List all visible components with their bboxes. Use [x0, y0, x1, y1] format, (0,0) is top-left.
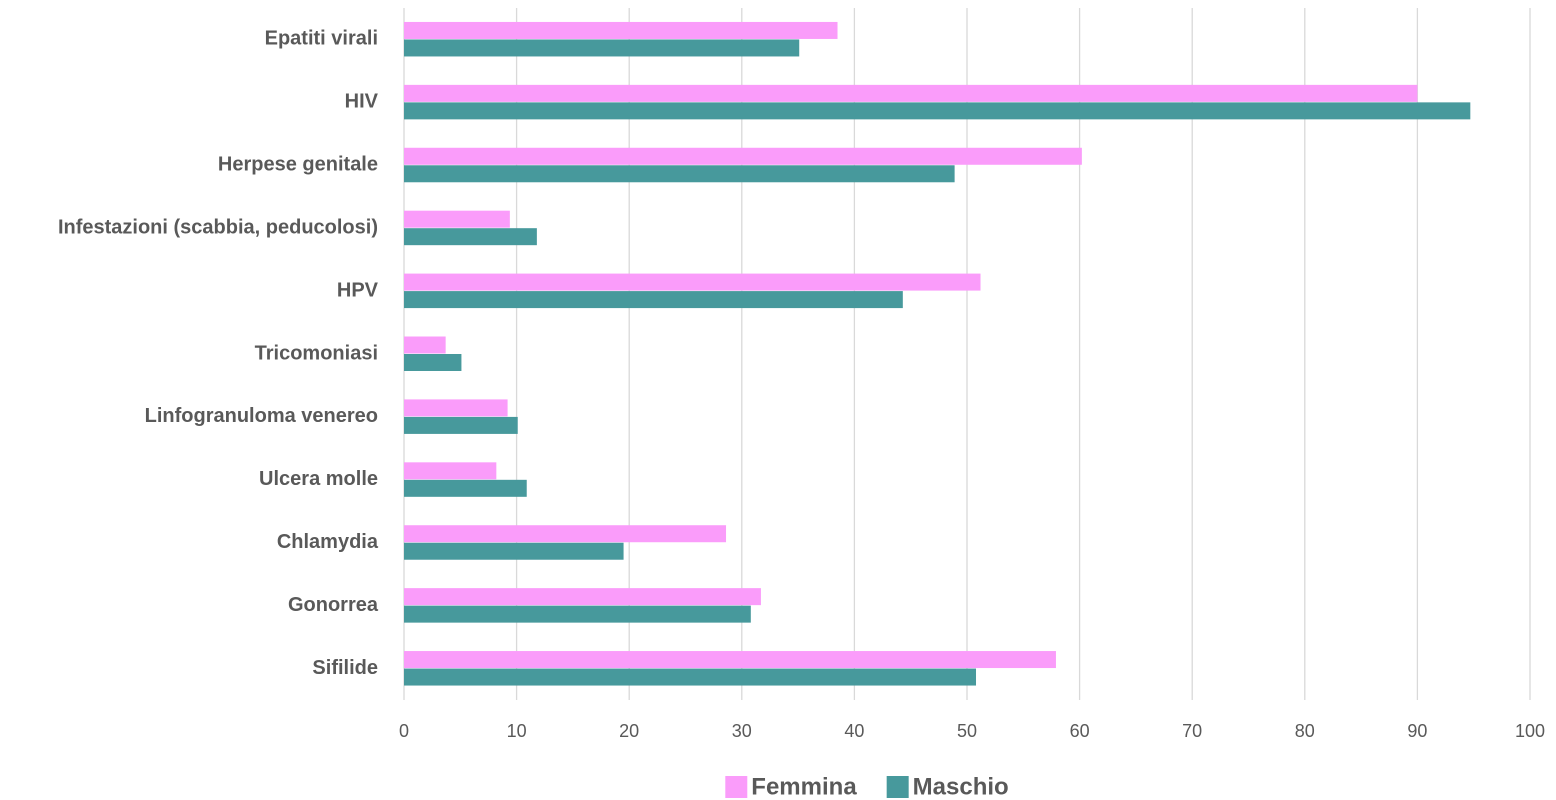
bar: [404, 165, 955, 183]
bar: [404, 605, 751, 623]
y-tick-label: Herpese genitale: [218, 154, 378, 176]
bar: [404, 147, 1082, 165]
y-tick-label: Tricomoniasi: [255, 342, 378, 364]
bar: [404, 102, 1471, 120]
bar: [404, 479, 527, 497]
legend-label: Maschio: [913, 773, 1009, 800]
y-tick-label: Ulcera molle: [259, 468, 378, 490]
bar: [404, 21, 838, 39]
x-tick-label: 0: [399, 721, 409, 741]
y-tick-label: Sifilide: [312, 657, 378, 679]
x-tick-label: 40: [844, 721, 864, 741]
bar: [404, 273, 981, 291]
bar: [404, 354, 462, 371]
bar: [404, 588, 761, 606]
legend-swatch: [725, 776, 748, 798]
x-tick-label: 100: [1515, 721, 1545, 741]
legend-swatch: [886, 776, 909, 798]
y-tick-label: HIV: [345, 91, 379, 113]
bar: [404, 542, 624, 560]
y-tick-label: Linfogranuloma venereo: [145, 405, 378, 427]
bar: [404, 336, 446, 354]
y-tick-label: HPV: [337, 279, 379, 301]
bar: [404, 416, 518, 434]
bar: [404, 651, 1056, 669]
y-tick-label: Epatiti virali: [265, 28, 378, 50]
bar: [404, 525, 727, 543]
x-tick-label: 70: [1182, 721, 1202, 741]
legend-label: Femmina: [751, 773, 857, 800]
y-tick-label: Gonorrea: [288, 594, 379, 616]
bar: [404, 210, 510, 228]
y-tick-label: Infestazioni (scabbia, peducolosi): [58, 216, 378, 238]
bar: [404, 668, 977, 686]
x-tick-label: 50: [957, 721, 977, 741]
x-tick-label: 60: [1070, 721, 1090, 741]
x-tick-label: 90: [1407, 721, 1427, 741]
bar: [404, 84, 1418, 102]
bar: [404, 228, 537, 246]
x-tick-label: 80: [1295, 721, 1315, 741]
x-tick-label: 30: [732, 721, 752, 741]
bar: [404, 399, 508, 417]
bar: [404, 462, 497, 480]
x-tick-label: 10: [507, 721, 527, 741]
bar: [404, 39, 800, 57]
x-tick-label: 20: [619, 721, 639, 741]
y-tick-label: Chlamydia: [277, 531, 379, 553]
bar: [404, 291, 903, 309]
